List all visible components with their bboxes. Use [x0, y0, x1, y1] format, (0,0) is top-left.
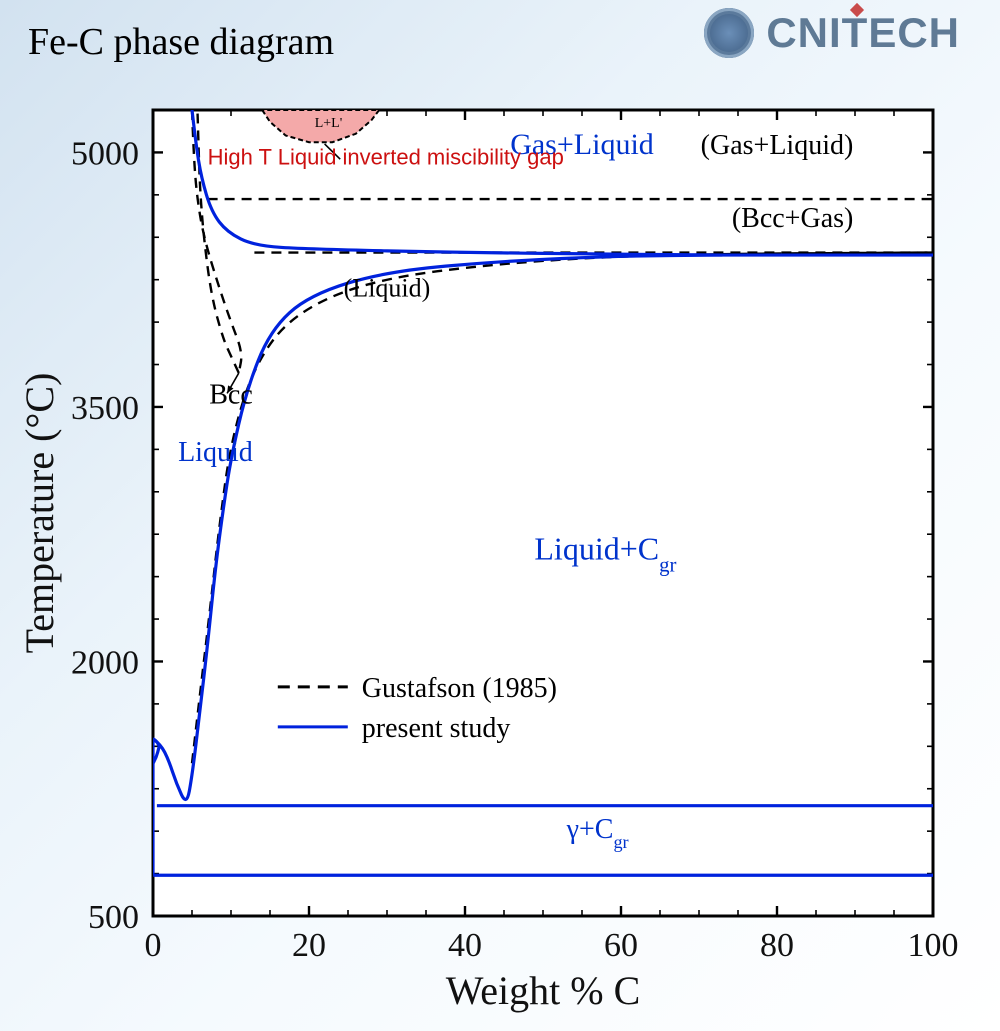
phase-label: (Gas+Liquid)	[701, 130, 854, 161]
y-tick-label: 500	[88, 899, 139, 936]
miscibility-gap-label: L+L'	[315, 116, 343, 131]
x-tick-label: 100	[908, 927, 959, 964]
phase-label: High T Liquid inverted miscibility gap	[208, 144, 564, 169]
x-tick-label: 40	[448, 927, 482, 964]
phase-label: Liquid	[178, 437, 253, 468]
x-tick-label: 60	[604, 927, 638, 964]
legend-label: present study	[362, 713, 511, 744]
x-axis-label: Weight % C	[446, 968, 641, 1013]
page-root: { "header":{ "title":"Fe-C phase diagram…	[0, 0, 1000, 1031]
x-tick-label: 80	[760, 927, 794, 964]
y-tick-label: 2000	[71, 644, 139, 681]
y-axis-label: Temperature (°C)	[17, 373, 62, 654]
y-tick-label: 5000	[71, 135, 139, 172]
x-tick-label: 20	[292, 927, 326, 964]
phase-label: (Bcc+Gas)	[732, 203, 854, 234]
x-tick-label: 0	[145, 927, 162, 964]
y-tick-label: 3500	[71, 390, 139, 427]
phase-label: (Liquid)	[344, 274, 431, 303]
legend-label: Gustafson (1985)	[362, 673, 557, 704]
phase-diagram-plot: 0 20 40 60 80 100 Weight % C 500 2000 3500 5000 Tem…	[0, 0, 1000, 1031]
phase-label: Bcc	[209, 380, 253, 411]
